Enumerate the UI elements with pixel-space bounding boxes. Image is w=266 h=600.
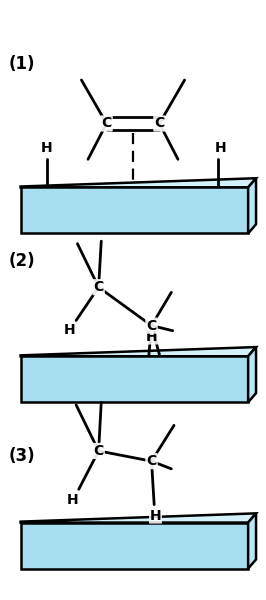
Polygon shape — [248, 178, 256, 233]
Text: (3): (3) — [9, 446, 35, 464]
Polygon shape — [20, 178, 256, 187]
Text: H: H — [41, 141, 53, 155]
Text: C: C — [146, 454, 157, 468]
Polygon shape — [20, 187, 248, 233]
Text: (2): (2) — [9, 252, 35, 270]
Text: C: C — [101, 116, 112, 130]
Text: C: C — [146, 319, 157, 332]
Text: H: H — [215, 141, 227, 155]
Text: H: H — [64, 323, 75, 337]
Text: H: H — [67, 493, 79, 506]
Text: C: C — [93, 280, 104, 294]
Text: H: H — [146, 330, 157, 344]
Polygon shape — [20, 514, 256, 523]
Polygon shape — [20, 356, 248, 403]
Polygon shape — [20, 347, 256, 356]
Text: C: C — [154, 116, 165, 130]
Polygon shape — [248, 347, 256, 403]
Text: (1): (1) — [9, 55, 35, 73]
Text: H: H — [150, 509, 161, 523]
Polygon shape — [248, 514, 256, 569]
Polygon shape — [20, 523, 248, 569]
Text: C: C — [93, 444, 104, 458]
